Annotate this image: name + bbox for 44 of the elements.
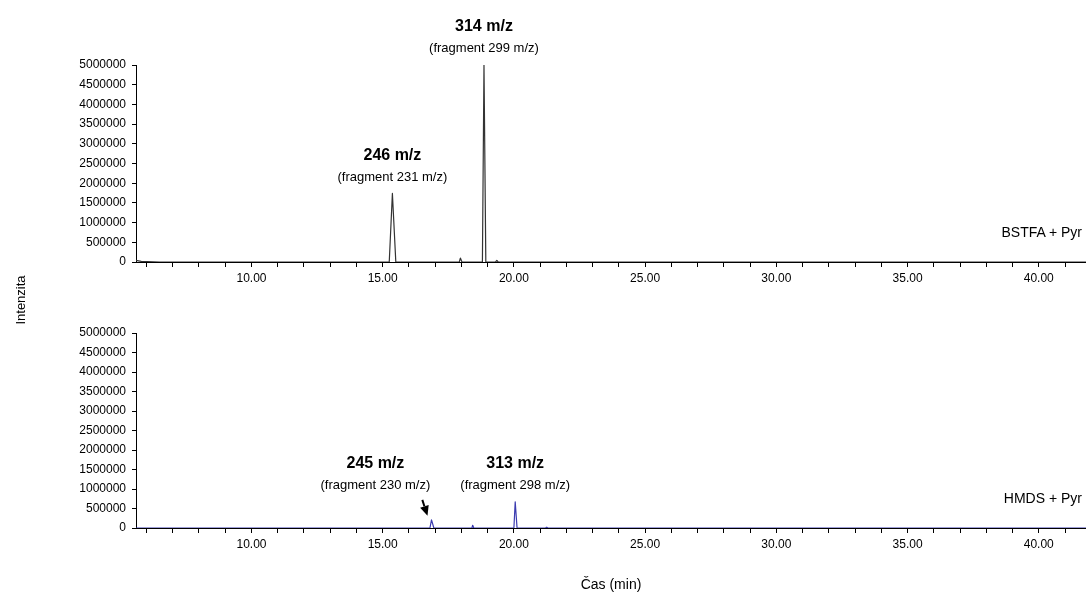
y-tick-label: 1500000 [79,461,127,476]
y-axis-title: Intenzita [12,275,28,325]
annotation: 245 m/z (fragment 230 m/z) [320,454,431,492]
y-tick-label: 4500000 [79,77,127,92]
x-tick-label: 30.00 [761,536,792,551]
y-tick-label: 500000 [85,234,127,249]
x-tick-label: 40.00 [1023,536,1055,551]
y-tick-label: 2500000 [79,422,127,437]
y-tick-label: 1500000 [79,195,127,210]
x-tick-label: 25.00 [630,536,661,551]
y-tick-label: 3500000 [79,116,127,131]
y-tick-label: 3000000 [79,136,127,151]
y-tick-label: 500000 [85,500,127,515]
series-label: BSTFA + Pyr [1001,223,1083,240]
y-tick-label: 0 [119,254,127,269]
y-tick-label: 0 [119,520,127,535]
y-tick-label: 5000000 [79,325,127,340]
x-tick-label: 10.00 [236,270,267,285]
x-tick-label: 40.00 [1023,270,1055,285]
x-tick-label: 20.00 [498,270,530,285]
y-tick-label: 3500000 [79,383,127,398]
y-tick-label: 2000000 [79,442,127,457]
x-tick-label: 15.00 [367,270,399,285]
y-tick-label: 4500000 [79,344,127,359]
annotation: 313 m/z (fragment 298 m/z) [460,454,571,492]
y-tick-label: 2500000 [79,155,127,170]
y-tick-label: 4000000 [79,96,127,111]
y-tick-label: 1000000 [79,214,127,229]
annotation: 246 m/z (fragment 231 m/z) [337,145,448,184]
y-tick-label: 5000000 [79,57,127,72]
annotation: 314 m/z (fragment 299 m/z) [429,17,539,56]
x-tick-label: 10.00 [236,536,267,551]
x-tick-label: 20.00 [498,536,530,551]
y-tick-label: 4000000 [79,364,127,379]
x-axis-title: Čas (min) [580,576,642,593]
series-label: HMDS + Pyr [1003,489,1083,506]
x-tick-label: 25.00 [630,270,661,285]
x-tick-label: 35.00 [892,270,923,285]
x-tick-label: 30.00 [761,270,792,285]
y-tick-label: 1000000 [79,481,127,496]
y-tick-label: 2000000 [79,175,127,190]
y-tick-label: 3000000 [79,403,127,418]
x-tick-label: 35.00 [892,536,923,551]
x-tick-label: 15.00 [367,536,399,551]
